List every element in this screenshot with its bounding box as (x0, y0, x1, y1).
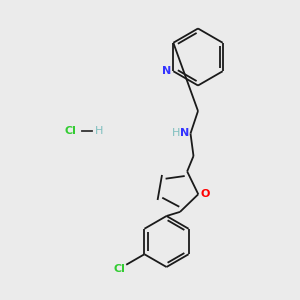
Text: H: H (172, 128, 180, 138)
Text: O: O (200, 189, 210, 199)
Text: N: N (162, 66, 171, 76)
Text: H: H (95, 125, 103, 136)
Text: Cl: Cl (64, 125, 76, 136)
Text: Cl: Cl (114, 263, 126, 274)
Text: N: N (181, 128, 190, 138)
